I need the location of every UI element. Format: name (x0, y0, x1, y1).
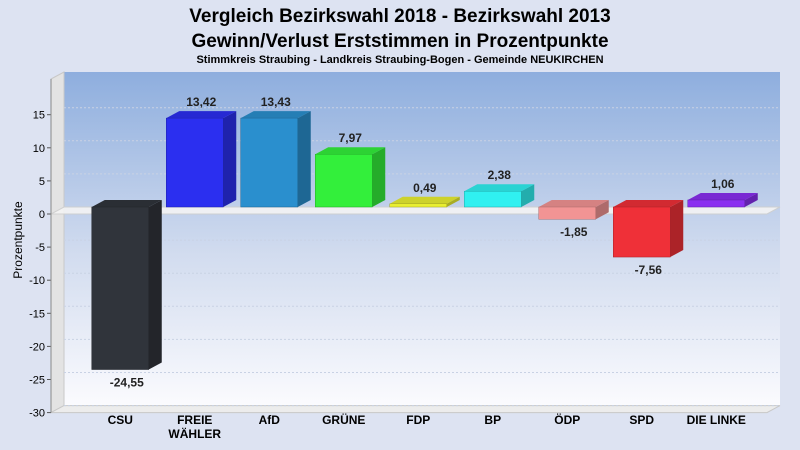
bar-spd (613, 206, 671, 258)
x-tick-label: GRÜNE (322, 412, 365, 427)
x-tick-label: ÖDP (554, 412, 580, 427)
bar-fdp (389, 203, 447, 208)
y-tick-label: 10 (33, 143, 45, 155)
value-label: 0,49 (413, 181, 437, 195)
y-tick-label: -5 (35, 242, 45, 254)
bar-side (223, 111, 237, 207)
bar-side (521, 184, 535, 207)
y-tick-label: -15 (29, 308, 45, 320)
bar-top (389, 196, 460, 204)
value-label: -1,85 (560, 225, 588, 239)
bar-side (148, 200, 162, 370)
y-tick-label: 0 (39, 209, 45, 221)
bar-side (595, 200, 609, 220)
value-label: 13,43 (261, 95, 291, 109)
bar-top (91, 200, 162, 207)
bar-ödp (538, 206, 596, 220)
y-tick-label: -30 (29, 408, 45, 420)
value-label: -24,55 (110, 376, 144, 390)
value-label: 7,97 (339, 131, 363, 145)
y-tick-label: -25 (29, 375, 45, 387)
value-label: 2,38 (488, 168, 512, 182)
bar-grüne (315, 153, 373, 208)
bar-csu (91, 206, 149, 370)
y-tick-label: 15 (33, 110, 45, 122)
bar-top (538, 200, 609, 207)
x-tick-label: BP (484, 413, 501, 427)
bar-top (613, 200, 684, 207)
bar-side (446, 196, 460, 207)
chart-title-line2: Gewinn/Verlust Erststimmen in Prozentpun… (191, 31, 609, 52)
bar-top (315, 147, 386, 155)
plot-floor (50, 405, 781, 414)
bar-top (166, 111, 237, 119)
bar-side (670, 200, 684, 258)
plot-left-wall (50, 71, 65, 414)
y-tick-label: -10 (29, 275, 45, 287)
x-tick-label: CSU (108, 413, 133, 427)
y-tick-label: 5 (39, 176, 45, 188)
chart-subtitle: Stimmkreis Straubing - Landkreis Straubi… (196, 54, 604, 66)
x-tick-label: WÄHLER (168, 426, 221, 441)
bar-side (372, 147, 386, 207)
bar-side (744, 192, 758, 207)
x-tick-label: AfD (259, 413, 281, 427)
x-tick-label: DIE LINKE (687, 413, 746, 427)
bar-bp (464, 190, 522, 208)
bar-top (240, 111, 311, 119)
bar-afd (240, 117, 298, 208)
value-label: 1,06 (711, 177, 735, 191)
x-tick-label: FREIE (177, 413, 212, 427)
bar-side (297, 111, 311, 207)
bar-top (464, 184, 535, 192)
chart-title-line1: Vergleich Bezirkswahl 2018 - Bezirkswahl… (189, 6, 611, 27)
value-label: 13,42 (186, 95, 216, 109)
bar-die-linke (687, 199, 745, 208)
x-tick-label: SPD (629, 413, 654, 427)
y-tick-label: -20 (29, 341, 45, 353)
value-label: -7,56 (635, 263, 663, 277)
x-tick-label: FDP (406, 413, 430, 427)
bar-freie-wähler (166, 117, 224, 208)
chart-title: Vergleich Bezirkswahl 2018 - Bezirkswahl… (0, 4, 800, 54)
bar-top (687, 192, 758, 200)
